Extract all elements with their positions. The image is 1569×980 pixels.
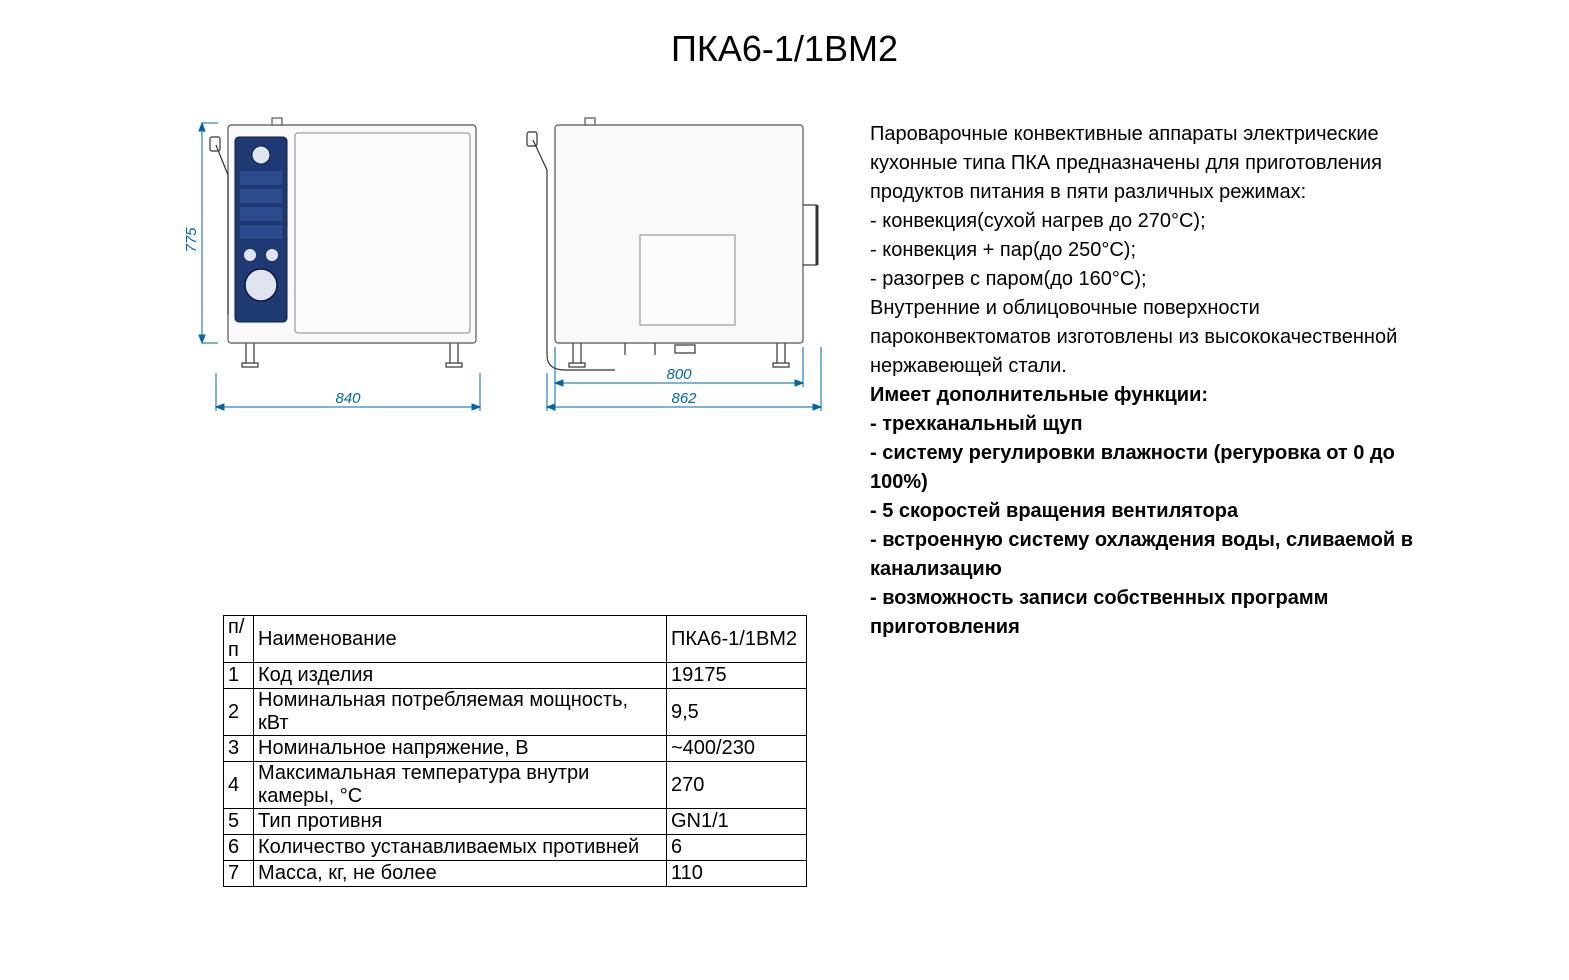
cell-val: 270 — [667, 762, 807, 809]
cell-name: Масса, кг, не более — [254, 861, 667, 887]
front-view-drawing: 775 — [180, 115, 495, 425]
cell-name: Максимальная температура внутри камеры, … — [254, 762, 667, 809]
cell-val: ~400/230 — [667, 736, 807, 762]
cell-idx: 6 — [224, 835, 254, 861]
table-row: 7 Масса, кг, не более 110 — [224, 861, 807, 887]
dim-side-width: 862 — [671, 390, 697, 407]
cell-name: Количество устанавливаемых противней — [254, 835, 667, 861]
cell-val: 6 — [667, 835, 807, 861]
cell-val: 19175 — [667, 663, 807, 689]
desc-mode: - конвекция + пар(до 250°C); — [870, 236, 1415, 265]
desc-feature: - возможность записи собственных програм… — [870, 584, 1415, 642]
cell-idx: 5 — [224, 809, 254, 835]
dim-front-width: 840 — [335, 390, 361, 407]
desc-material: Внутренние и облицовочные поверхности па… — [870, 294, 1415, 381]
table-row: 4 Максимальная температура внутри камеры… — [224, 762, 807, 809]
spec-table: п/п Наименование ПКА6-1/1ВМ2 1 Код издел… — [223, 615, 807, 887]
desc-feature: - встроенную систему охлаждения воды, сл… — [870, 526, 1415, 584]
cell-val: 9,5 — [667, 689, 807, 736]
technical-drawings: 775 — [180, 115, 840, 425]
description-block: Пароварочные конвективные аппараты элект… — [870, 120, 1415, 642]
table-row: 3 Номинальное напряжение, В ~400/230 — [224, 736, 807, 762]
cell-idx: 4 — [224, 762, 254, 809]
cell-idx: 7 — [224, 861, 254, 887]
cell-idx: 1 — [224, 663, 254, 689]
dim-side-inner: 800 — [666, 366, 692, 383]
cell-name: Номинальное напряжение, В — [254, 736, 667, 762]
cell-val: 110 — [667, 861, 807, 887]
table-row: 1 Код изделия 19175 — [224, 663, 807, 689]
table-row: 6 Количество устанавливаемых противней 6 — [224, 835, 807, 861]
dim-height: 775 — [183, 227, 200, 253]
cell-name: Тип противня — [254, 809, 667, 835]
desc-intro: Пароварочные конвективные аппараты элект… — [870, 120, 1415, 207]
table-row: 5 Тип противня GN1/1 — [224, 809, 807, 835]
desc-feature: - трехканальный щуп — [870, 410, 1415, 439]
desc-feature: - 5 скоростей вращения вентилятора — [870, 497, 1415, 526]
cell-name: Код изделия — [254, 663, 667, 689]
desc-mode: - разогрев с паром(до 160°C); — [870, 265, 1415, 294]
header-idx: п/п — [224, 616, 254, 663]
side-view-drawing: 800 862 — [525, 115, 840, 425]
cell-idx: 2 — [224, 689, 254, 736]
desc-mode: - конвекция(сухой нагрев до 270°C); — [870, 207, 1415, 236]
cell-idx: 3 — [224, 736, 254, 762]
page-title: ПКА6-1/1ВМ2 — [671, 28, 898, 70]
header-name: Наименование — [254, 616, 667, 663]
table-row: 2 Номинальная потребляемая мощность, кВт… — [224, 689, 807, 736]
table-header-row: п/п Наименование ПКА6-1/1ВМ2 — [224, 616, 807, 663]
cell-name: Номинальная потребляемая мощность, кВт — [254, 689, 667, 736]
header-val: ПКА6-1/1ВМ2 — [667, 616, 807, 663]
desc-feature: - систему регулировки влажности (регуров… — [870, 439, 1415, 497]
desc-features-title: Имеет дополнительные функции: — [870, 381, 1415, 410]
cell-val: GN1/1 — [667, 809, 807, 835]
